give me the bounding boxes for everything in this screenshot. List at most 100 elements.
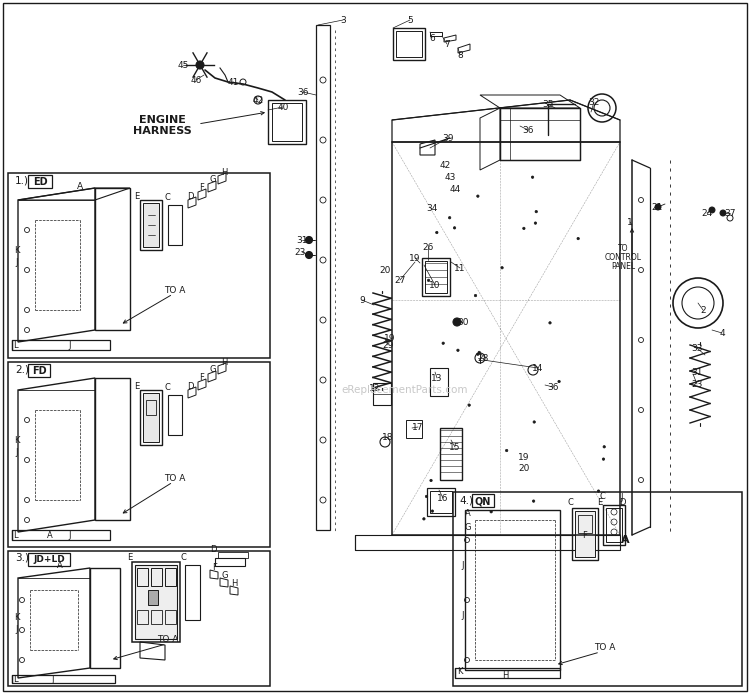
Text: 42: 42: [252, 96, 264, 105]
Text: 44: 44: [449, 185, 460, 194]
Text: A: A: [621, 535, 629, 545]
Bar: [422, 258, 450, 296]
Circle shape: [436, 231, 438, 234]
Circle shape: [457, 349, 459, 351]
Text: D: D: [619, 498, 626, 507]
Circle shape: [453, 318, 461, 326]
Bar: [165, 568, 176, 586]
Text: F: F: [200, 373, 205, 382]
Bar: [28, 175, 52, 188]
Text: E: E: [597, 498, 603, 507]
Text: 19: 19: [410, 253, 421, 262]
Text: 27: 27: [394, 276, 406, 285]
Circle shape: [549, 321, 551, 324]
Bar: [606, 508, 622, 542]
Circle shape: [532, 500, 535, 502]
Circle shape: [476, 353, 479, 355]
Circle shape: [423, 518, 425, 520]
Circle shape: [577, 237, 579, 239]
Text: 39: 39: [442, 133, 454, 142]
Bar: [472, 494, 494, 507]
Circle shape: [474, 294, 477, 297]
Text: 8: 8: [457, 51, 463, 60]
Text: F: F: [200, 183, 205, 192]
Text: 2: 2: [700, 305, 706, 314]
Text: K: K: [458, 668, 463, 677]
Text: A: A: [57, 561, 63, 570]
Bar: [140, 390, 162, 445]
Circle shape: [506, 449, 508, 452]
Text: C: C: [164, 382, 170, 391]
Text: F: F: [212, 564, 217, 573]
Text: G: G: [465, 523, 471, 532]
Text: 36: 36: [548, 382, 559, 391]
Bar: [148, 590, 158, 605]
Text: 1.): 1.): [15, 175, 29, 185]
Text: A: A: [465, 509, 471, 518]
Circle shape: [720, 210, 726, 216]
Text: 36: 36: [522, 126, 534, 135]
Text: J: J: [16, 448, 18, 457]
Bar: [137, 610, 148, 624]
Text: 42: 42: [440, 160, 451, 169]
Bar: [132, 562, 180, 642]
Text: 30: 30: [458, 317, 469, 326]
Text: H: H: [220, 167, 227, 176]
Text: JD+LD: JD+LD: [33, 555, 64, 564]
Text: 7: 7: [444, 40, 450, 49]
Circle shape: [448, 217, 451, 219]
Bar: [603, 505, 625, 545]
Bar: [393, 28, 425, 60]
Text: F: F: [583, 530, 587, 539]
Text: TO A: TO A: [164, 285, 186, 294]
Bar: [8, 551, 270, 686]
Text: 20: 20: [518, 464, 530, 473]
Text: 15: 15: [449, 443, 460, 452]
Bar: [373, 383, 391, 405]
Text: 23: 23: [692, 380, 703, 389]
Circle shape: [453, 227, 456, 229]
Bar: [572, 508, 598, 560]
Text: 9: 9: [359, 296, 364, 305]
Text: TO A: TO A: [164, 473, 186, 482]
Text: 5: 5: [407, 15, 413, 24]
Text: 20: 20: [380, 266, 391, 275]
Text: 31: 31: [692, 368, 703, 377]
Circle shape: [427, 279, 430, 282]
Bar: [578, 515, 592, 533]
Text: G: G: [222, 571, 228, 580]
Text: 17: 17: [413, 423, 424, 432]
Text: 32: 32: [588, 97, 600, 106]
Text: 23: 23: [294, 248, 306, 257]
Text: 10: 10: [429, 280, 441, 289]
Text: 4.): 4.): [459, 495, 473, 505]
Bar: [165, 610, 176, 624]
Text: 40: 40: [278, 103, 289, 112]
Text: PANEL: PANEL: [611, 262, 635, 271]
Text: 26: 26: [422, 242, 433, 251]
Text: 6: 6: [429, 33, 435, 42]
Circle shape: [425, 496, 427, 498]
Bar: [140, 200, 162, 250]
Text: K: K: [14, 246, 20, 255]
Text: QN: QN: [475, 496, 491, 506]
Circle shape: [501, 266, 503, 269]
Text: G: G: [210, 364, 216, 373]
Text: 4: 4: [719, 328, 724, 337]
Circle shape: [531, 176, 534, 178]
Bar: [151, 610, 162, 624]
Bar: [427, 488, 455, 516]
Bar: [8, 173, 270, 358]
Text: E: E: [134, 382, 140, 391]
Text: 14: 14: [532, 364, 544, 373]
Text: 36: 36: [297, 87, 309, 96]
Circle shape: [533, 421, 536, 423]
Text: J: J: [52, 675, 54, 684]
Bar: [143, 203, 159, 247]
Text: TO A: TO A: [594, 643, 616, 652]
Circle shape: [597, 490, 600, 492]
Text: L: L: [13, 341, 17, 350]
Text: 41: 41: [227, 78, 238, 87]
Bar: [406, 420, 422, 438]
Text: E: E: [134, 192, 140, 201]
